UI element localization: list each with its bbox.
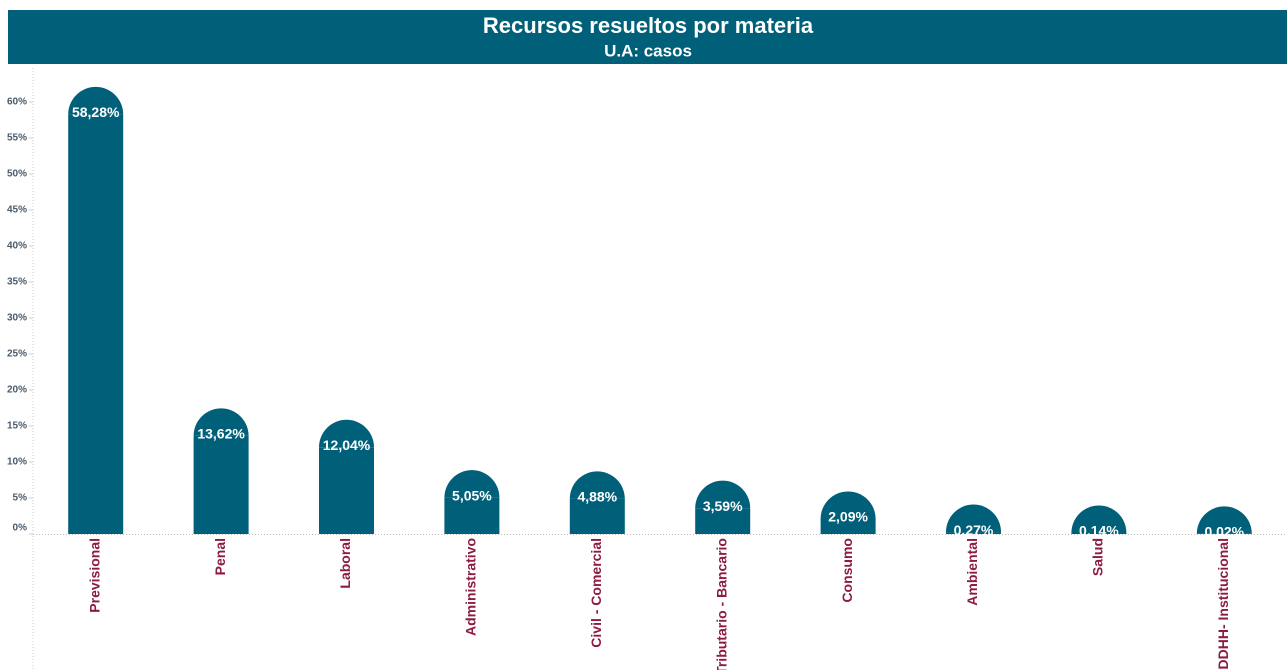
- chart-title: Recursos resueltos por materia: [483, 13, 814, 38]
- value-label: 12,04%: [323, 437, 371, 453]
- y-tick-label: 5%: [13, 493, 28, 504]
- bar-cap: [946, 504, 1001, 533]
- bar-cap: [820, 491, 876, 519]
- value-label: 3,59%: [703, 498, 743, 514]
- x-tick-label: Tributario - Bancario: [713, 538, 729, 670]
- y-tick-label: 45%: [7, 205, 27, 216]
- bar-cap: [695, 480, 751, 509]
- y-tick-label: 50%: [7, 169, 27, 180]
- bar-cap: [193, 408, 249, 436]
- x-tick-label: Consumo: [839, 538, 855, 603]
- bar: [193, 435, 249, 534]
- y-tick-label: 40%: [7, 241, 27, 252]
- bar-cap: [569, 471, 625, 499]
- bar-cap: [319, 419, 374, 448]
- y-tick-label: 20%: [7, 385, 27, 396]
- x-tick-label: Ambiental: [964, 538, 980, 606]
- bar-cap: [1196, 506, 1252, 534]
- value-label: 58,28%: [72, 104, 120, 120]
- bar: [444, 497, 500, 534]
- value-label: 0,27%: [954, 522, 994, 538]
- bar: [569, 498, 625, 534]
- x-tick-label: Laboral: [337, 538, 353, 589]
- chart-subtitle: U.A: casos: [604, 41, 692, 60]
- value-label: 5,05%: [452, 487, 492, 503]
- y-tick-label: 55%: [7, 133, 27, 144]
- y-tick-label: 10%: [7, 457, 27, 468]
- bar-cap: [1071, 505, 1127, 533]
- value-label: 2,09%: [828, 509, 868, 525]
- bar: [695, 508, 751, 534]
- x-tick-label: Civil - Comercial: [588, 538, 604, 648]
- y-tick-label: 0%: [13, 523, 28, 534]
- y-tick-label: 35%: [7, 277, 27, 288]
- bar: [68, 114, 124, 534]
- y-tick-label: 30%: [7, 313, 27, 324]
- bar: [946, 532, 1001, 534]
- bar: [1071, 532, 1127, 534]
- bar: [820, 518, 876, 534]
- y-tick-label: 60%: [7, 97, 27, 108]
- bar-cap: [68, 86, 124, 115]
- y-tick-label: 15%: [7, 421, 27, 432]
- x-tick-label: Administrativo: [463, 538, 479, 636]
- value-label: 0,02%: [1204, 524, 1244, 540]
- x-tick-label: Salud: [1090, 538, 1106, 576]
- title-bar: [8, 10, 1287, 64]
- value-label: 13,62%: [197, 426, 245, 442]
- value-label: 0,14%: [1079, 523, 1119, 539]
- value-label: 4,88%: [577, 489, 617, 505]
- x-tick-label: Penal: [212, 538, 228, 575]
- bar: [319, 447, 374, 534]
- y-tick-label: 25%: [7, 349, 27, 360]
- x-tick-label: Previsional: [86, 538, 102, 613]
- bar-cap: [444, 470, 500, 498]
- x-tick-label: DDHH- Institucional: [1215, 538, 1231, 669]
